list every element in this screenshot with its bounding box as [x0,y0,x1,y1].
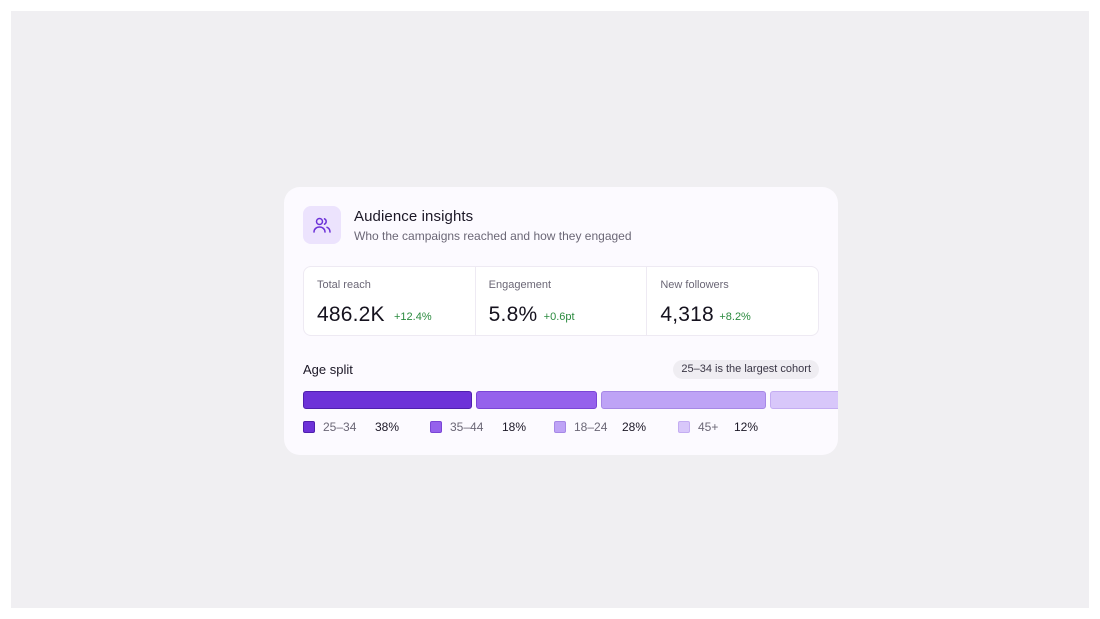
metric-delta: +12.4% [394,311,432,323]
canvas-background: Audience insights Who the campaigns reac… [11,11,1089,608]
legend-label: 25–34 [323,420,357,434]
legend-label: 35–44 [450,420,484,434]
legend-swatch [678,421,690,433]
largest-cohort-badge: 25–34 is the largest cohort [673,360,819,379]
metric-value: 4,318 [660,303,714,326]
age-split-bar [303,391,838,409]
legend-swatch [554,421,566,433]
legend-percentage: 12% [734,420,759,434]
legend-label: 45+ [698,420,719,434]
legend-swatch [303,421,315,433]
card-title: Audience insights [354,208,474,225]
metric-total-reach: Total reach 486.2K +12.4% [304,267,476,335]
bar-segment-25-34 [303,391,472,409]
metric-delta: +0.6pt [543,311,575,323]
legend-percentage: 38% [375,420,400,434]
bar-segment-45-plus [770,391,838,409]
metrics-row: Total reach 486.2K +12.4% Engagement 5.8… [303,266,819,336]
metric-value: 486.2K [317,303,385,326]
bar-segment-18-24 [601,391,766,409]
metric-label: Total reach [317,279,371,291]
metric-value: 5.8% [488,303,538,326]
metric-delta: +8.2% [719,311,751,323]
age-split-title: Age split [303,362,353,377]
metric-label: Engagement [488,279,552,291]
metric-label: New followers [660,279,729,291]
audience-insights-card: Audience insights Who the campaigns reac… [284,187,838,455]
legend-swatch [430,421,442,433]
legend-label: 18–24 [574,420,608,434]
metric-new-followers: New followers 4,318 +8.2% [647,267,818,335]
card-subtitle: Who the campaigns reached and how they e… [354,229,632,243]
bar-segment-35-44 [476,391,597,409]
users-icon [303,206,341,244]
legend-percentage: 18% [502,420,527,434]
legend-percentage: 28% [622,420,647,434]
metric-engagement: Engagement 5.8% +0.6pt [476,267,648,335]
